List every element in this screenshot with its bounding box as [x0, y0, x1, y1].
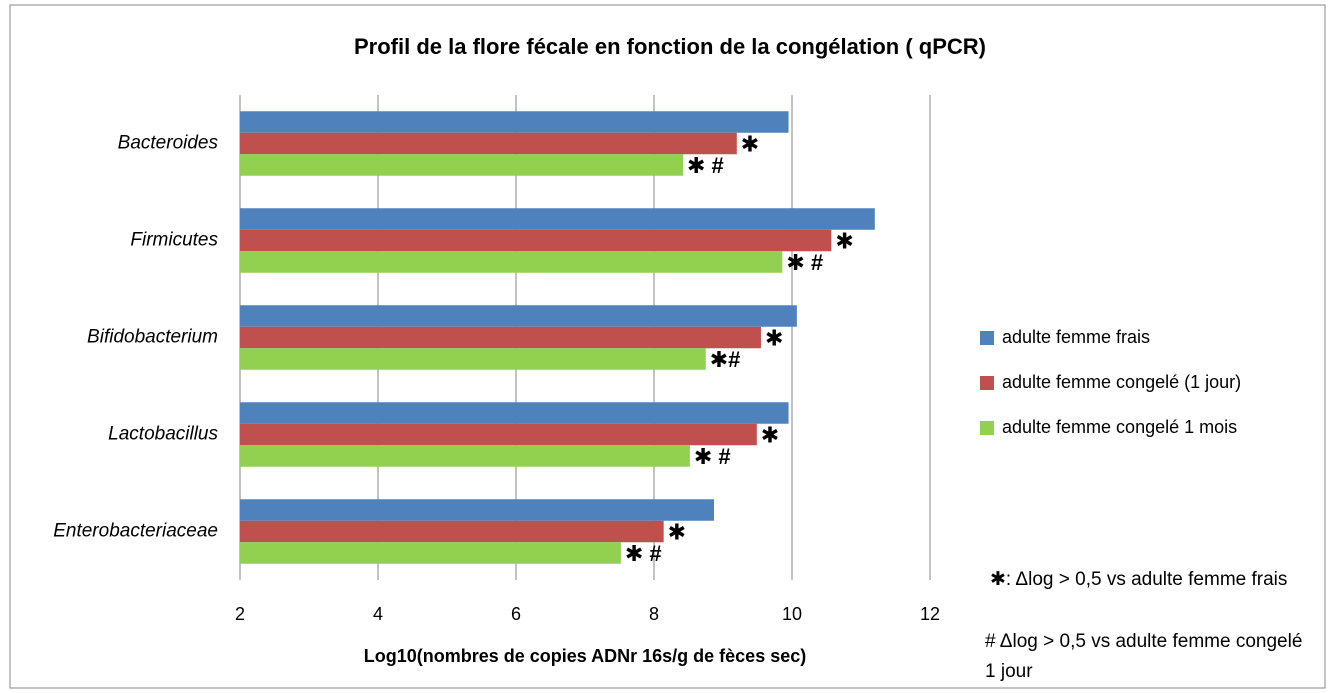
bar	[240, 348, 706, 370]
bar	[240, 111, 789, 133]
legend-label: adulte femme congelé 1 mois	[1002, 417, 1237, 437]
bar	[240, 423, 757, 446]
significance-mark: ✱	[765, 325, 783, 350]
significance-mark: ✱ #	[625, 541, 662, 566]
bar	[240, 499, 715, 521]
bar	[240, 154, 683, 176]
significance-mark: ✱	[761, 422, 779, 447]
bar	[240, 326, 761, 349]
y-tick-label: Bacteroides	[118, 133, 219, 154]
bar	[240, 208, 875, 230]
y-tick-label: Bifidobacterium	[87, 327, 218, 348]
bar	[240, 305, 797, 327]
note: ✱: Δlog > 0,5 vs adulte femme frais	[990, 569, 1288, 590]
bar	[240, 402, 789, 424]
y-tick-label: Firmicutes	[130, 230, 218, 251]
x-tick-label: 4	[373, 604, 383, 624]
x-tick-label: 10	[782, 604, 802, 624]
chart-title: Profil de la flore fécale en fonction de…	[354, 34, 986, 59]
legend-label: adulte femme congelé (1 jour)	[1002, 372, 1241, 392]
significance-mark: ✱	[668, 519, 686, 544]
y-tick-label: Lactobacillus	[108, 424, 218, 445]
bar	[240, 251, 783, 273]
significance-mark: ✱ #	[694, 444, 731, 469]
significance-mark: ✱ #	[687, 153, 724, 178]
bar	[240, 542, 621, 564]
bar	[240, 229, 832, 252]
x-axis-label: Log10(nombres de copies ADNr 16s/g de fè…	[364, 646, 807, 666]
note: # Δlog > 0,5 vs adulte femme congelé 1 j…	[985, 631, 1303, 682]
y-tick-label: Enterobacteriaceae	[53, 521, 218, 542]
bar	[240, 445, 690, 467]
x-tick-label: 8	[649, 604, 659, 624]
significance-mark: ✱#	[710, 347, 741, 372]
significance-mark: ✱	[741, 131, 759, 156]
significance-mark: ✱	[835, 228, 853, 253]
x-tick-label: 12	[920, 604, 940, 624]
legend-swatch	[980, 376, 994, 390]
significance-mark: ✱ #	[786, 250, 823, 275]
x-tick-label: 6	[511, 604, 521, 624]
legend-label: adulte femme frais	[1002, 327, 1150, 347]
legend-swatch	[980, 331, 994, 345]
legend-swatch	[980, 421, 994, 435]
bar	[240, 520, 664, 543]
x-tick-label: 2	[235, 604, 245, 624]
bar	[240, 132, 737, 155]
